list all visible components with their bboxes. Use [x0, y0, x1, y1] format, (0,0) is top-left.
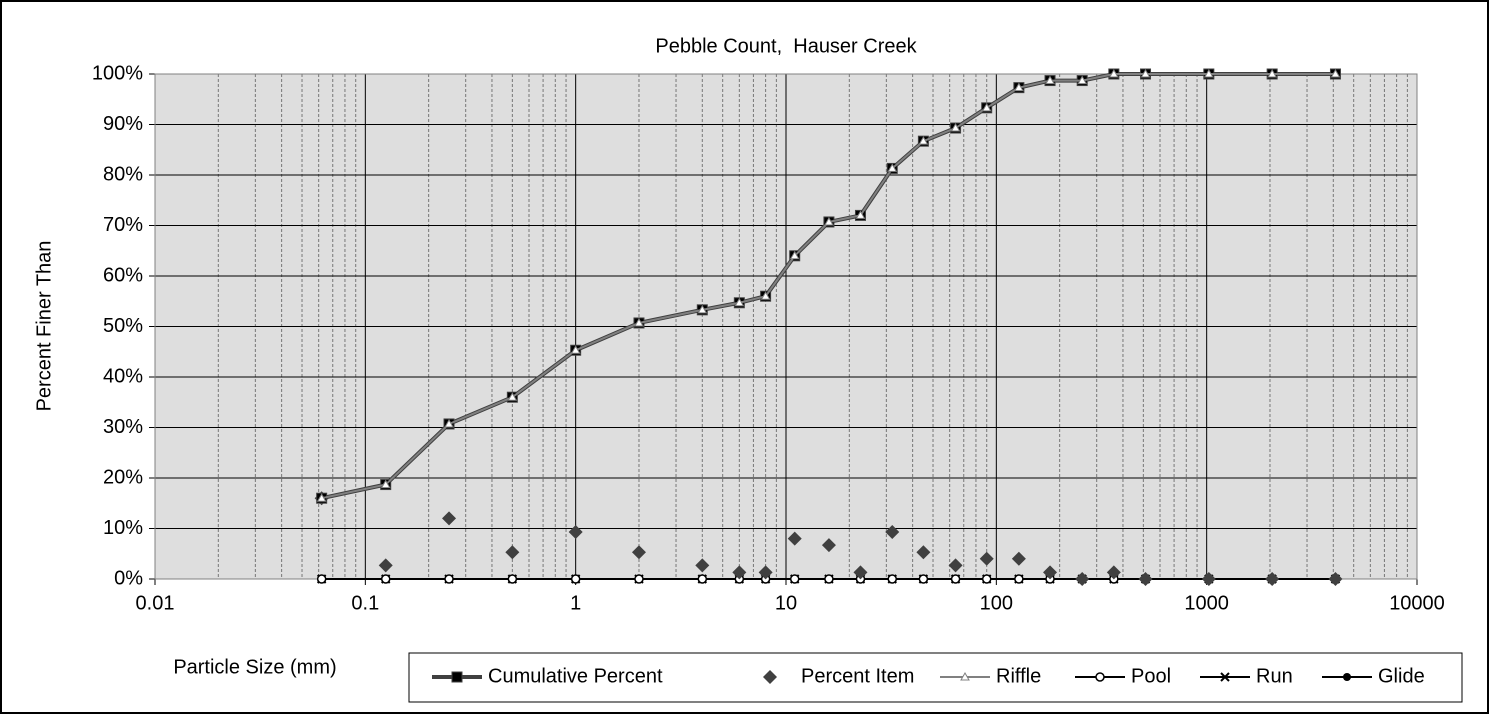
legend-label: Glide — [1378, 665, 1425, 687]
x-tick-label: 10 — [775, 592, 797, 614]
marker — [787, 531, 802, 546]
x-tick-label: 0.01 — [136, 592, 175, 614]
marker — [1106, 565, 1121, 580]
marker — [887, 574, 897, 584]
series-line — [321, 73, 1336, 500]
legend-box — [408, 652, 1463, 703]
marker — [1265, 572, 1280, 586]
marker — [916, 545, 931, 560]
marker — [950, 123, 961, 132]
marker — [885, 525, 900, 540]
marker — [505, 545, 520, 560]
y-tick-label: 10% — [103, 517, 143, 539]
marker — [570, 345, 581, 354]
marker — [824, 216, 834, 226]
marker — [1077, 75, 1088, 85]
marker — [1043, 565, 1058, 580]
x-tick-label: 10000 — [1389, 592, 1445, 614]
marker — [1138, 572, 1153, 586]
marker — [732, 565, 747, 580]
legend-label: Riffle — [996, 665, 1041, 687]
marker — [950, 574, 961, 584]
marker — [316, 493, 327, 502]
x-axis-label: Particle Size (mm) — [173, 656, 336, 678]
marker — [570, 574, 581, 584]
y-tick-label: 40% — [103, 365, 143, 387]
marker — [789, 574, 800, 584]
legend-label: Run — [1256, 665, 1293, 687]
marker — [1201, 572, 1216, 586]
marker — [734, 297, 745, 307]
marker — [758, 565, 773, 580]
marker — [507, 574, 518, 584]
marker — [380, 479, 391, 489]
legend-marker — [1095, 672, 1105, 682]
marker — [887, 163, 898, 172]
y-axis-label: Percent Finer Than — [33, 241, 55, 412]
marker — [824, 574, 834, 584]
marker — [378, 558, 393, 573]
marker — [1045, 75, 1055, 85]
marker — [697, 574, 708, 584]
marker — [1267, 68, 1278, 78]
marker — [697, 304, 708, 314]
marker — [1014, 574, 1024, 584]
marker — [760, 291, 771, 300]
marker — [444, 418, 454, 428]
y-tick-label: 80% — [103, 163, 143, 185]
marker — [1328, 572, 1343, 586]
marker — [380, 574, 391, 584]
legend-marker — [1343, 673, 1351, 681]
legend-marker — [763, 670, 777, 684]
marker — [918, 136, 929, 145]
y-tick-label: 0% — [114, 567, 143, 589]
marker — [821, 538, 836, 553]
y-tick-label: 70% — [103, 214, 143, 236]
marker — [1011, 551, 1026, 566]
y-tick-label: 30% — [103, 416, 143, 438]
marker — [1140, 68, 1151, 78]
chart-title: Pebble Count, Hauser Creek — [655, 35, 917, 57]
marker — [789, 250, 800, 260]
x-tick-label: 1000 — [1184, 592, 1229, 614]
legend-marker — [1220, 672, 1230, 682]
marker — [634, 574, 644, 584]
x-tick-label: 0.1 — [351, 592, 379, 614]
marker — [1108, 68, 1119, 78]
marker — [918, 574, 929, 584]
marker — [948, 558, 963, 573]
marker — [1330, 68, 1341, 78]
legend-marker — [451, 671, 463, 683]
marker — [979, 551, 994, 566]
marker — [1075, 572, 1090, 586]
marker — [981, 102, 992, 112]
marker — [507, 392, 518, 401]
marker — [1014, 82, 1024, 92]
marker — [1203, 68, 1214, 78]
marker — [695, 558, 710, 573]
y-tick-label: 90% — [103, 113, 143, 135]
marker — [568, 525, 583, 540]
marker — [853, 565, 868, 580]
legend-label: Pool — [1131, 665, 1171, 687]
x-tick-label: 1 — [570, 592, 581, 614]
legend-label: Cumulative Percent — [488, 665, 663, 687]
y-tick-label: 60% — [103, 264, 143, 286]
y-tick-label: 20% — [103, 466, 143, 488]
marker — [316, 574, 327, 584]
marker — [634, 317, 644, 327]
legend-label: Percent Item — [801, 665, 914, 687]
y-tick-label: 100% — [92, 62, 143, 84]
legend-marker — [960, 671, 970, 681]
marker — [442, 511, 457, 526]
marker — [631, 545, 646, 560]
y-tick-label: 50% — [103, 315, 143, 337]
marker — [981, 574, 992, 584]
x-tick-label: 100 — [980, 592, 1013, 614]
marker — [855, 210, 866, 219]
marker — [444, 574, 454, 584]
